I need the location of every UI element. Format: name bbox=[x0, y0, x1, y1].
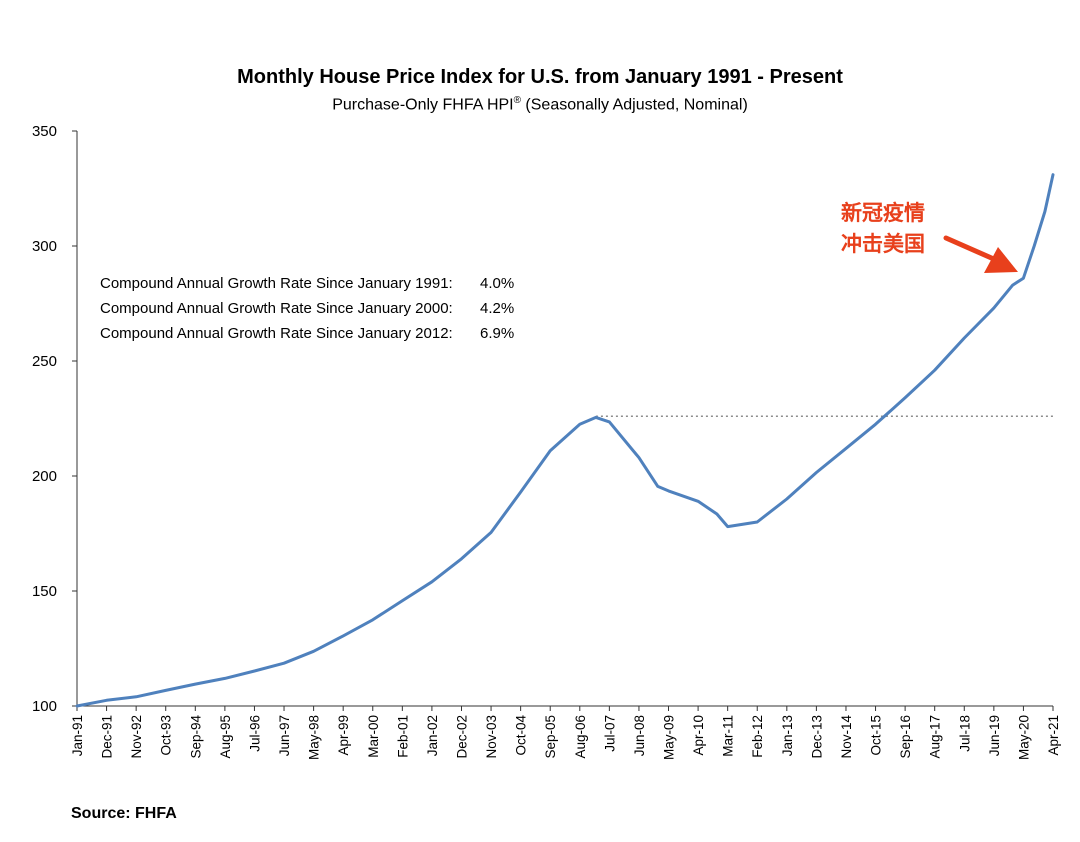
x-tick-label: Oct-93 bbox=[159, 715, 174, 756]
x-tick-label: Mar-11 bbox=[721, 715, 736, 757]
chart-title: Monthly House Price Index for U.S. from … bbox=[237, 66, 843, 88]
y-tick-label: 200 bbox=[32, 468, 57, 485]
x-tick-label: Oct-15 bbox=[869, 715, 884, 756]
subtitle-tail: (Seasonally Adjusted, Nominal) bbox=[520, 96, 748, 114]
x-tick-label: Nov-92 bbox=[129, 715, 144, 759]
x-tick-label: Feb-12 bbox=[750, 715, 765, 758]
x-tick-label: Apr-10 bbox=[691, 715, 706, 756]
chart-subtitle: Purchase-Only FHFA HPI® (Seasonally Adju… bbox=[0, 95, 1080, 114]
x-tick-label: Jan-91 bbox=[70, 715, 85, 756]
hpi-series-line bbox=[75, 173, 1055, 708]
x-tick-label: Dec-13 bbox=[809, 715, 824, 759]
x-tick-label: Jul-07 bbox=[602, 715, 617, 752]
x-tick-label: Sep-94 bbox=[188, 715, 203, 759]
x-tick-label: Dec-91 bbox=[100, 715, 115, 759]
x-tick-label: Aug-17 bbox=[928, 715, 943, 759]
y-tick-label: 250 bbox=[32, 353, 57, 370]
x-tick-label: Sep-16 bbox=[898, 715, 913, 759]
cagr-note-value: 6.9% bbox=[480, 325, 514, 342]
x-tick-label: Sep-05 bbox=[543, 715, 558, 759]
subtitle-main: Purchase-Only FHFA HPI bbox=[332, 96, 514, 114]
x-tick-label: Oct-04 bbox=[514, 715, 529, 756]
covid-annotation-arrow-shaft bbox=[943, 235, 999, 263]
x-tick-label: Dec-02 bbox=[454, 715, 469, 759]
x-tick-label: Aug-95 bbox=[218, 715, 233, 759]
x-tick-label: Feb-01 bbox=[395, 715, 410, 758]
x-tick-label: Jan-13 bbox=[780, 715, 795, 756]
x-tick-label: Nov-14 bbox=[839, 715, 854, 759]
y-tick-label: 350 bbox=[32, 123, 57, 140]
x-tick-label: Jul-96 bbox=[247, 715, 262, 752]
covid-annotation-line2: 冲击美国 bbox=[841, 232, 925, 256]
x-tick-label: Jun-97 bbox=[277, 715, 292, 756]
cagr-note-value: 4.2% bbox=[480, 300, 514, 317]
x-tick-label: Mar-00 bbox=[366, 715, 381, 758]
registered-mark: ® bbox=[513, 95, 521, 106]
cagr-note-label: Compound Annual Growth Rate Since Januar… bbox=[100, 300, 453, 317]
x-tick-label: Jul-18 bbox=[957, 715, 972, 752]
cagr-note-label: Compound Annual Growth Rate Since Januar… bbox=[100, 275, 453, 292]
cagr-note-value: 4.0% bbox=[480, 275, 514, 292]
y-tick-label: 100 bbox=[32, 698, 57, 715]
x-tick-label: Apr-99 bbox=[336, 715, 351, 756]
x-tick-label: Jun-08 bbox=[632, 715, 647, 756]
x-tick-label: Aug-06 bbox=[573, 715, 588, 759]
x-tick-label: Jan-02 bbox=[425, 715, 440, 756]
covid-annotation-line1: 新冠疫情 bbox=[841, 201, 925, 225]
cagr-note-label: Compound Annual Growth Rate Since Januar… bbox=[100, 325, 453, 342]
x-tick-label: Jun-19 bbox=[987, 715, 1002, 756]
covid-annotation-arrow-head bbox=[984, 247, 1018, 273]
x-tick-label: May-20 bbox=[1016, 715, 1031, 760]
source-note: Source: FHFA bbox=[71, 805, 177, 822]
x-tick-label: May-98 bbox=[307, 715, 322, 760]
y-tick-label: 300 bbox=[32, 238, 57, 255]
y-tick-label: 150 bbox=[32, 583, 57, 600]
x-tick-label: May-09 bbox=[662, 715, 677, 760]
x-tick-label: Nov-03 bbox=[484, 715, 499, 759]
x-tick-label: Apr-21 bbox=[1046, 715, 1061, 756]
